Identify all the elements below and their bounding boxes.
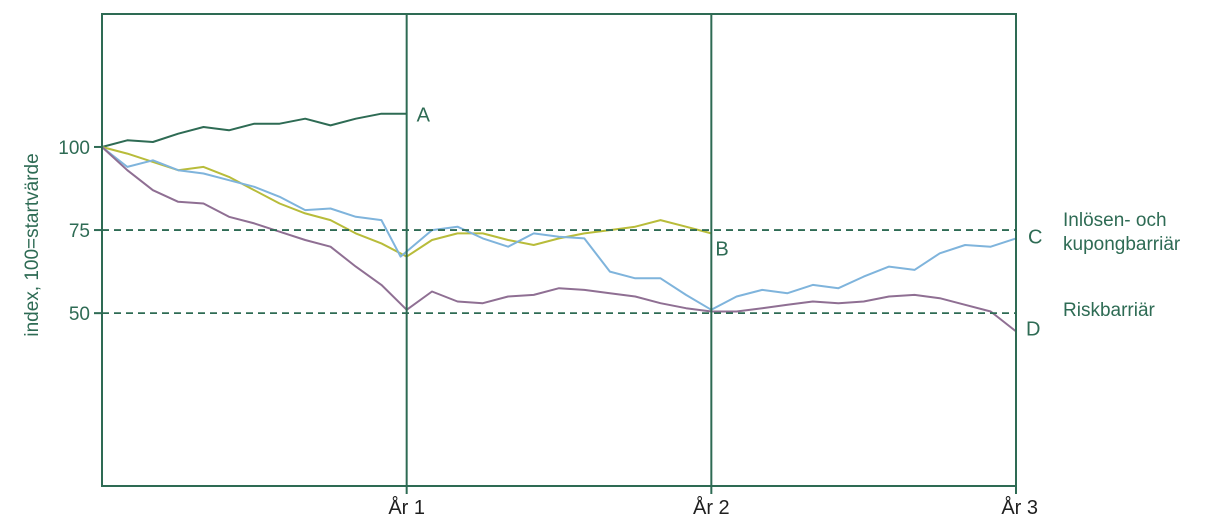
x-tick-label: År 2 [693,496,730,519]
frame-layer [94,13,1017,494]
y-axis-label: index, 100=startvärde [22,153,43,336]
y-tick-label: 100 [58,138,90,159]
annotation-D: D [1026,318,1040,340]
annotation-C: C [1028,226,1042,248]
y-tick-label: 50 [69,304,90,325]
reference-line-label: Riskbarriär [1063,300,1156,321]
series-line-D [101,146,1017,333]
x-tick-label: År 1 [388,496,425,519]
annotation-B: B [715,238,728,260]
series-layer [101,112,1017,333]
label-layer: index, 100=startvärde År 1 År 2 År 3 100 75 5… [22,105,1181,519]
x-tick-label: År 3 [1001,496,1038,519]
series-line-A [101,112,407,148]
plot-frame [101,13,1017,487]
y-tick-label: 75 [69,221,90,242]
series-line-C [101,146,1017,311]
annotation-A: A [417,105,431,127]
reference-line-label: Inlösen- och kupongbarriär [1063,210,1181,255]
